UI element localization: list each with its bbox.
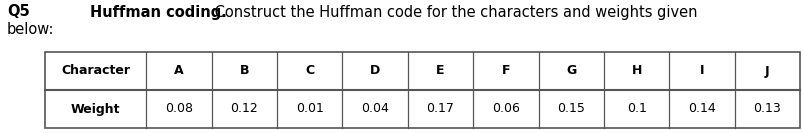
Text: 0.15: 0.15 xyxy=(556,103,585,115)
Text: 0.1: 0.1 xyxy=(626,103,646,115)
Text: Q5: Q5 xyxy=(7,5,30,20)
Bar xyxy=(45,52,799,128)
Text: Huffman coding.: Huffman coding. xyxy=(90,5,226,20)
Text: G: G xyxy=(565,65,576,78)
Text: 0.13: 0.13 xyxy=(752,103,781,115)
Text: 0.06: 0.06 xyxy=(491,103,519,115)
Text: C: C xyxy=(305,65,314,78)
Text: 0.14: 0.14 xyxy=(687,103,715,115)
Text: D: D xyxy=(369,65,380,78)
Text: below:: below: xyxy=(7,22,55,38)
Text: 0.01: 0.01 xyxy=(296,103,324,115)
Text: J: J xyxy=(764,65,768,78)
Text: Weight: Weight xyxy=(71,103,120,115)
Text: E: E xyxy=(436,65,444,78)
Text: F: F xyxy=(501,65,509,78)
Text: Character: Character xyxy=(61,65,130,78)
Text: 0.12: 0.12 xyxy=(230,103,258,115)
Text: Construct the Huffman code for the characters and weights given: Construct the Huffman code for the chara… xyxy=(210,5,697,20)
Text: A: A xyxy=(174,65,184,78)
Text: H: H xyxy=(630,65,641,78)
Text: 0.08: 0.08 xyxy=(165,103,193,115)
Text: 0.04: 0.04 xyxy=(361,103,389,115)
Text: I: I xyxy=(699,65,703,78)
Text: 0.17: 0.17 xyxy=(426,103,454,115)
Text: B: B xyxy=(239,65,249,78)
